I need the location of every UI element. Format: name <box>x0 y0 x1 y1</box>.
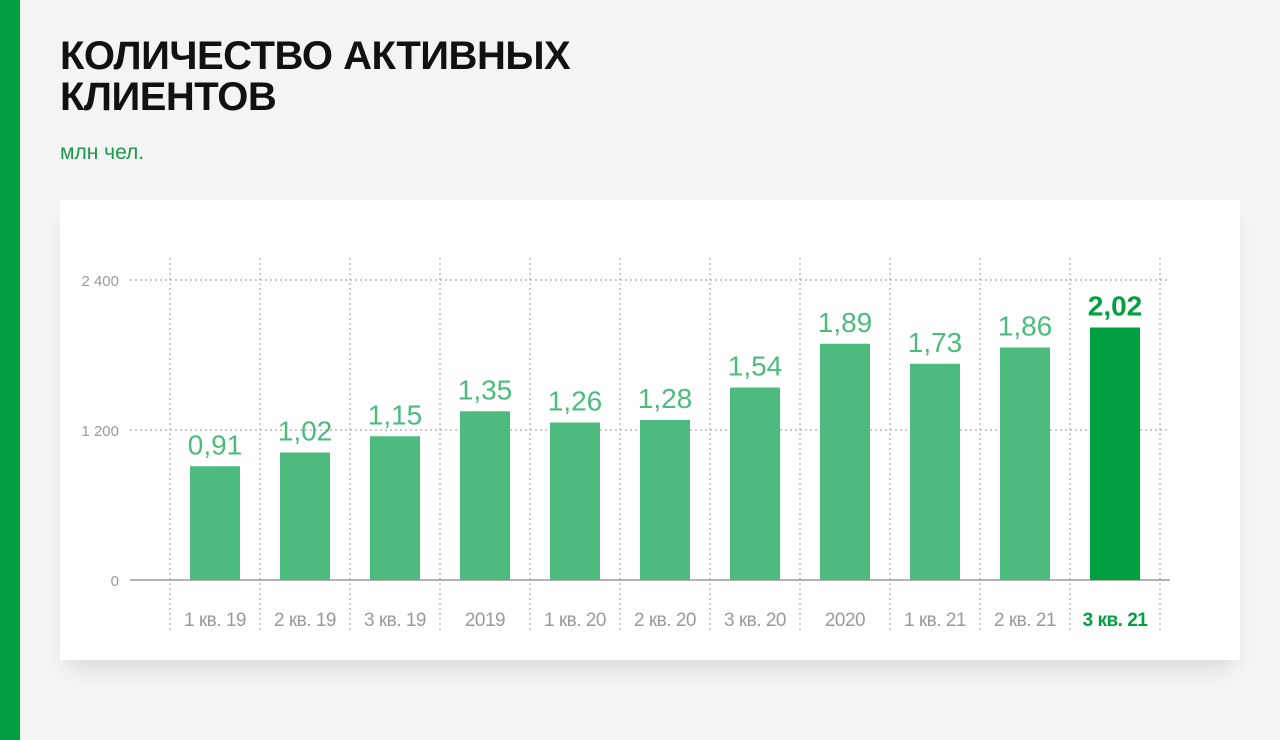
accent-stripe <box>0 0 20 740</box>
bar <box>820 343 870 580</box>
bar-value-label: 2,02 <box>1088 291 1143 322</box>
x-tick-label: 1 кв. 21 <box>904 610 966 631</box>
x-tick-label: 2 кв. 20 <box>634 610 696 631</box>
bar <box>730 387 780 580</box>
bar <box>1000 347 1050 580</box>
bar <box>910 363 960 580</box>
x-tick-label: 1 кв. 19 <box>184 610 246 631</box>
bar-value-label: 1,86 <box>998 311 1053 342</box>
x-tick-label: 1 кв. 20 <box>544 610 606 631</box>
x-tick-label: 2020 <box>825 610 865 631</box>
y-tick-label: 2 400 <box>81 273 119 290</box>
bar <box>550 422 600 580</box>
chart-card: 0 1 200 2 400 0,91 1 кв. 19 1,02 2 кв. 19 1,15 3… <box>60 200 1240 660</box>
x-tick-label: 2019 <box>465 610 505 631</box>
y-tick-label: 1 200 <box>81 423 119 440</box>
chart-title: КОЛИЧЕСТВО АКТИВНЫХ КЛИЕНТОВ <box>60 34 571 119</box>
bar-chart: 0 1 200 2 400 0,91 1 кв. 19 1,02 2 кв. 19 1,15 3… <box>81 258 1170 632</box>
unit-label: млн чел. <box>60 141 145 164</box>
x-tick-label: 3 кв. 20 <box>724 610 786 631</box>
bar <box>280 452 330 580</box>
x-tick-label: 2 кв. 19 <box>274 610 336 631</box>
bar <box>460 411 510 580</box>
x-tick-label: 3 кв. 19 <box>364 610 426 631</box>
bar <box>190 466 240 580</box>
bar-value-label: 1,15 <box>368 399 423 430</box>
bar-value-label: 1,54 <box>728 351 783 382</box>
bar-value-label: 1,28 <box>638 383 693 414</box>
bar <box>640 420 690 580</box>
x-tick-label: 2 кв. 21 <box>994 610 1056 631</box>
bar-value-label: 1,35 <box>458 374 513 405</box>
bar-value-label: 1,02 <box>278 416 333 447</box>
y-tick-label: 0 <box>111 573 119 590</box>
bar-value-label: 1,89 <box>818 307 873 338</box>
bar-value-label: 0,91 <box>188 429 243 460</box>
bar <box>370 436 420 580</box>
bar-value-label: 1,26 <box>548 386 603 417</box>
x-tick-label: 3 кв. 21 <box>1083 610 1149 631</box>
bar <box>1090 327 1140 580</box>
bar-value-label: 1,73 <box>908 327 963 358</box>
